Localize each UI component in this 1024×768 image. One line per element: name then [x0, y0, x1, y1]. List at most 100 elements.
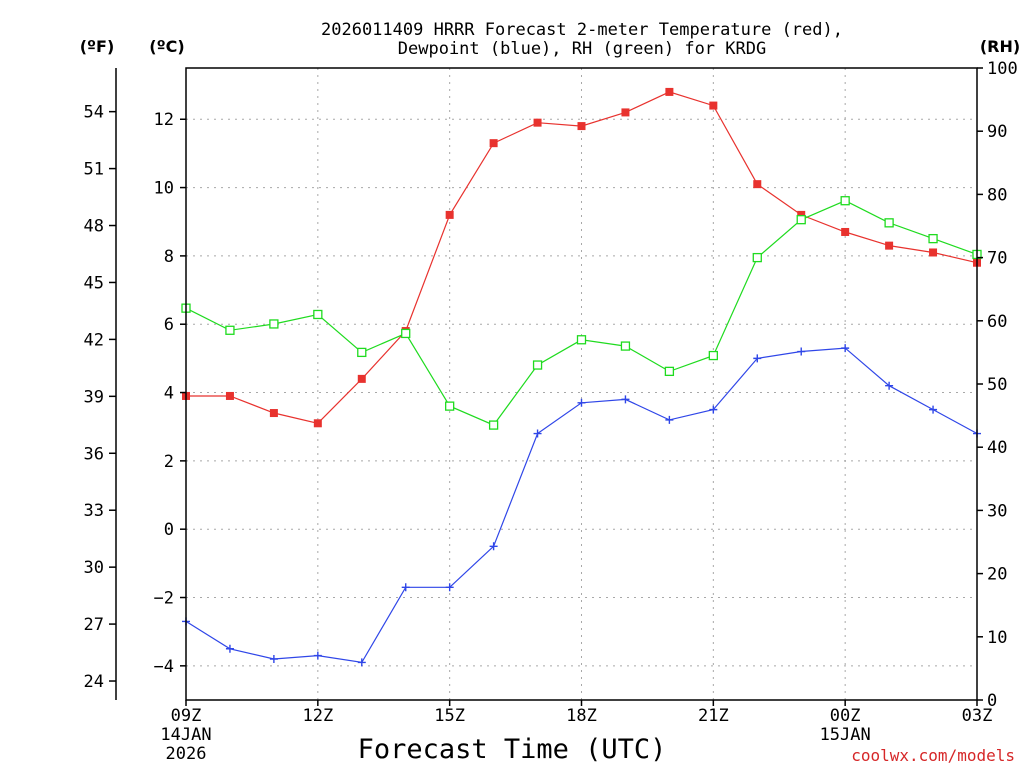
celsius-tick-label: −2 [154, 589, 174, 609]
rh-tick-label: 70 [987, 249, 1007, 269]
celsius-tick-label: 10 [154, 179, 174, 199]
x-tick-label: 03Z [962, 706, 993, 726]
celsius-tick-label: −4 [154, 657, 174, 677]
rh-tick-label: 60 [987, 312, 1007, 332]
temperature-point [665, 87, 674, 96]
rh-point [664, 366, 675, 377]
rh-tick-label: 10 [987, 628, 1007, 648]
rh-point [840, 196, 850, 206]
dewpoint-point [489, 542, 498, 551]
fahrenheit-tick-label: 33 [84, 501, 104, 521]
celsius-tick-label: 12 [154, 110, 174, 130]
rh-unit-label: (RH) [980, 37, 1020, 56]
rh-tick-label: 20 [987, 565, 1007, 585]
fahrenheit-tick-label: 39 [84, 387, 104, 407]
fahrenheit-tick-label: 48 [84, 217, 104, 237]
celsius-tick-label: 0 [164, 520, 174, 540]
dewpoint-point [313, 651, 322, 660]
fahrenheit-tick-label: 42 [84, 330, 104, 350]
dewpoint-point [709, 405, 718, 414]
temperature-point [357, 374, 366, 383]
temperature-point [269, 409, 278, 418]
celsius-tick-label: 4 [164, 384, 174, 404]
x-tick-label: 00Z [830, 706, 861, 726]
rh-point [796, 215, 806, 225]
celsius-tick-label: 8 [164, 247, 174, 267]
dewpoint-point [577, 398, 586, 407]
x-tick-date: 14JAN [160, 725, 211, 745]
temperature-point [621, 108, 630, 117]
rh-point [488, 420, 499, 430]
rh-tick-label: 80 [987, 185, 1007, 205]
temperature-point [489, 139, 498, 148]
dewpoint-point [621, 395, 630, 404]
celsius-tick-label: 2 [164, 452, 174, 472]
x-tick-label: 09Z [171, 706, 202, 726]
grid-layer [186, 68, 977, 700]
rh-tick-label: 40 [987, 438, 1007, 458]
rh-point [225, 325, 235, 335]
rh-point [708, 350, 718, 361]
rh-point [884, 218, 894, 228]
temperature-point [225, 391, 234, 400]
rh-point [357, 347, 367, 358]
fahrenheit-tick-label: 45 [84, 273, 104, 293]
dewpoint-point [885, 381, 894, 390]
series-layer [181, 87, 982, 667]
temperature-point [709, 101, 718, 110]
dewpoint-point [401, 583, 410, 592]
rh-tick-label: 50 [987, 375, 1007, 395]
temperature-point [577, 122, 586, 131]
x-tick-label: 12Z [302, 706, 333, 726]
temperature-point [841, 227, 850, 236]
rh-tick-label: 90 [987, 122, 1007, 142]
x-tick-label: 21Z [698, 706, 729, 726]
dewpoint-point [841, 344, 850, 353]
temperature-point [313, 419, 322, 428]
chart-title-line-1: 2026011409 HRRR Forecast 2-meter Tempera… [321, 20, 843, 40]
x-tick-label: 15Z [434, 706, 465, 726]
rh-point [532, 360, 543, 370]
rh-tick-label: 100 [987, 59, 1018, 79]
dewpoint-point [445, 583, 454, 592]
celsius-unit-label: (ºC) [149, 37, 184, 56]
fahrenheit-tick-label: 51 [84, 160, 104, 180]
fahrenheit-tick-label: 30 [84, 558, 104, 578]
fahrenheit-tick-label: 27 [84, 615, 104, 635]
dewpoint-point [533, 429, 542, 438]
credit-link[interactable]: coolwx.com/models [851, 746, 1015, 765]
rh-tick-label: 30 [987, 501, 1007, 521]
rh-point [401, 328, 411, 339]
dewpoint-point [665, 415, 674, 424]
x-tick-date: 15JAN [820, 725, 871, 745]
dewpoint-point [753, 354, 762, 363]
dewpoint-point [929, 405, 938, 414]
temperature-point [797, 210, 806, 219]
x-tick-label: 18Z [566, 706, 597, 726]
fahrenheit-unit-label: (ºF) [80, 37, 115, 56]
temperature-point [445, 210, 454, 219]
rh-tick-label: 0 [987, 691, 997, 711]
x-axis-label: Forecast Time (UTC) [358, 734, 667, 765]
rh-point [620, 341, 631, 351]
dewpoint-point [225, 644, 234, 653]
rh-point [269, 319, 279, 329]
dewpoint-point [357, 658, 366, 667]
temperature-point [753, 180, 762, 189]
chart-title-line-2: Dewpoint (blue), RH (green) for KRDG [398, 39, 766, 59]
fahrenheit-tick-label: 24 [84, 672, 104, 692]
rh-point [313, 309, 323, 320]
dewpoint-point [797, 347, 806, 356]
temperature-point [929, 248, 938, 257]
rh-point [576, 335, 587, 345]
temperature-point [885, 241, 894, 250]
fahrenheit-tick-label: 36 [84, 444, 104, 464]
x-tick-year: 2026 [166, 744, 207, 764]
dewpoint-point [269, 655, 278, 664]
temperature-point [533, 118, 542, 127]
celsius-tick-label: 6 [164, 315, 174, 335]
rh-point [752, 252, 762, 263]
rh-point [445, 401, 455, 411]
